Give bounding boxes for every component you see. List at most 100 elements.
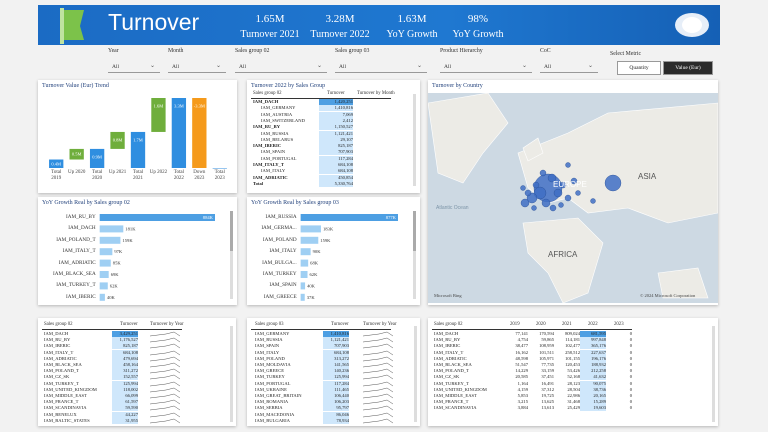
value-label: 0.9M xyxy=(92,154,102,159)
row-label: IAM_UNITED_KINGDOM xyxy=(44,386,97,392)
sparkline xyxy=(150,412,180,417)
bar xyxy=(99,282,108,290)
filter-dropdown[interactable]: All ⌄ xyxy=(440,62,532,73)
row-label: IAM_POLAND xyxy=(255,355,285,361)
row-value: 59,590 xyxy=(112,405,138,412)
map-label: Atlantic Ocean xyxy=(436,205,469,211)
row-value: 196,176 xyxy=(580,355,606,362)
row-value: 90,075 xyxy=(580,380,606,387)
land xyxy=(428,93,509,184)
value-label: 159K xyxy=(320,238,331,243)
x-tick-label: Total 2021 xyxy=(132,170,144,181)
value-label: 90K xyxy=(313,249,322,254)
country-bubble xyxy=(541,198,551,208)
x-tick-label: Total 2019 xyxy=(51,170,62,181)
waterfall-bar xyxy=(130,131,146,168)
row-value: 37,451 xyxy=(541,374,554,380)
row-value: 0 xyxy=(629,386,632,392)
kpi-value: 3.28M xyxy=(325,13,355,25)
filter-value: All xyxy=(444,64,452,70)
column-header: 2020 xyxy=(536,322,546,327)
metric-button[interactable]: Quantity xyxy=(617,61,661,75)
row-value: 125,994 xyxy=(323,374,349,381)
value-label: 877K xyxy=(386,215,397,220)
row-label: IAM_RUSSIA xyxy=(255,337,283,343)
sparkline xyxy=(150,387,180,393)
map-label: ASIA xyxy=(638,172,657,181)
row-label: IAM_CZ_SK xyxy=(434,374,460,380)
row-value: 16,491 xyxy=(541,380,554,386)
row-label: IAM_ITALY_T xyxy=(434,349,464,355)
value-label: 183K xyxy=(323,226,334,231)
land xyxy=(657,267,709,299)
sparkline xyxy=(363,350,393,355)
scrollbar xyxy=(414,326,417,422)
y-tick-label: IAM_SPAIN xyxy=(269,282,297,289)
row-value: 29,107 xyxy=(319,136,353,143)
filter-dropdown[interactable]: All ⌄ xyxy=(108,62,160,73)
row-value: 114,181 xyxy=(565,337,580,343)
column-header: Sales group 03 xyxy=(255,322,284,327)
sparkline-line xyxy=(150,418,180,424)
sparkline-line xyxy=(363,368,393,374)
value-label: 85K xyxy=(113,261,122,266)
row-value: 105,971 xyxy=(539,355,554,361)
row-label: IAM_GERMANY xyxy=(255,331,290,336)
row-label: IAM_BULGARIA xyxy=(255,417,290,423)
waterfall-bar xyxy=(89,148,105,168)
country-bubble xyxy=(531,205,537,211)
scrollbar xyxy=(413,211,416,299)
row-value: 684,108 xyxy=(112,349,138,356)
row-label: IAM_RU_BY xyxy=(44,337,71,343)
row-value: 311,272 xyxy=(112,368,138,375)
filter-dropdown[interactable]: All ⌄ xyxy=(168,62,226,73)
kpi-label: Turnover 2021 xyxy=(240,29,300,40)
sparkline-line xyxy=(363,399,393,405)
sparkline-line xyxy=(150,362,180,368)
y-tick-label: IAM_ADRIATIC xyxy=(58,259,96,266)
scrollbar xyxy=(230,211,233,299)
x-tick-label: Up 2022 xyxy=(149,170,168,175)
row-label: IAM_FRANCE_T xyxy=(434,399,469,405)
filter-dropdown[interactable]: All ⌄ xyxy=(540,62,598,73)
row-value: 809,024 xyxy=(565,331,580,336)
row-label: IAM_UNITED_KINGDOM xyxy=(434,386,487,392)
bar xyxy=(300,271,308,278)
row-label: IAM_RUSSIA xyxy=(261,130,289,136)
country-bubble xyxy=(558,202,564,208)
scrollbar-thumb xyxy=(413,211,416,251)
row-value: 0 xyxy=(629,355,632,361)
value-label: 0.8M xyxy=(113,137,123,142)
y-tick-label: IAM_IBERIC xyxy=(66,293,96,300)
row-value: 0 xyxy=(629,405,632,411)
row-value: 313,272 xyxy=(323,355,349,362)
value-label: 62K xyxy=(110,283,119,288)
filter-value: All xyxy=(239,64,247,70)
value-label: 884K xyxy=(203,215,214,220)
sparkline-line xyxy=(363,418,393,424)
metric-button[interactable]: Value (Eur) xyxy=(663,61,713,75)
filter-dropdown[interactable]: All ⌄ xyxy=(235,62,327,73)
row-value: 0 xyxy=(629,331,632,336)
kpi-label: Turnover 2022 xyxy=(310,29,370,40)
row-value: 78,934 xyxy=(323,417,349,424)
row-value: 3,429,251 xyxy=(112,331,138,337)
row-value: 0 xyxy=(629,349,632,355)
row-label: IAM_POLAND_T xyxy=(44,368,79,374)
row-value: 4,159 xyxy=(517,386,528,392)
row-value: 19,725 xyxy=(541,393,554,398)
row-label: IAM_SWITZERLAND xyxy=(261,117,305,123)
y-tick-label: IAM_POLAND xyxy=(262,236,297,243)
sparkline xyxy=(363,337,393,343)
row-label: IAM_RU_BY xyxy=(434,337,461,343)
row-value: 117,284 xyxy=(323,380,349,387)
map-title: Turnover by Country xyxy=(432,83,483,89)
row-value: 479,694 xyxy=(112,355,138,362)
row-value: 3,215 xyxy=(517,399,528,405)
row-value: 684,108 xyxy=(323,349,349,356)
row-value: 101,511 xyxy=(539,349,554,355)
row-value: 1,121,421 xyxy=(319,130,353,137)
dropdown-chevron: ⌄ xyxy=(417,63,423,69)
filter-dropdown[interactable]: All ⌄ xyxy=(335,62,427,73)
